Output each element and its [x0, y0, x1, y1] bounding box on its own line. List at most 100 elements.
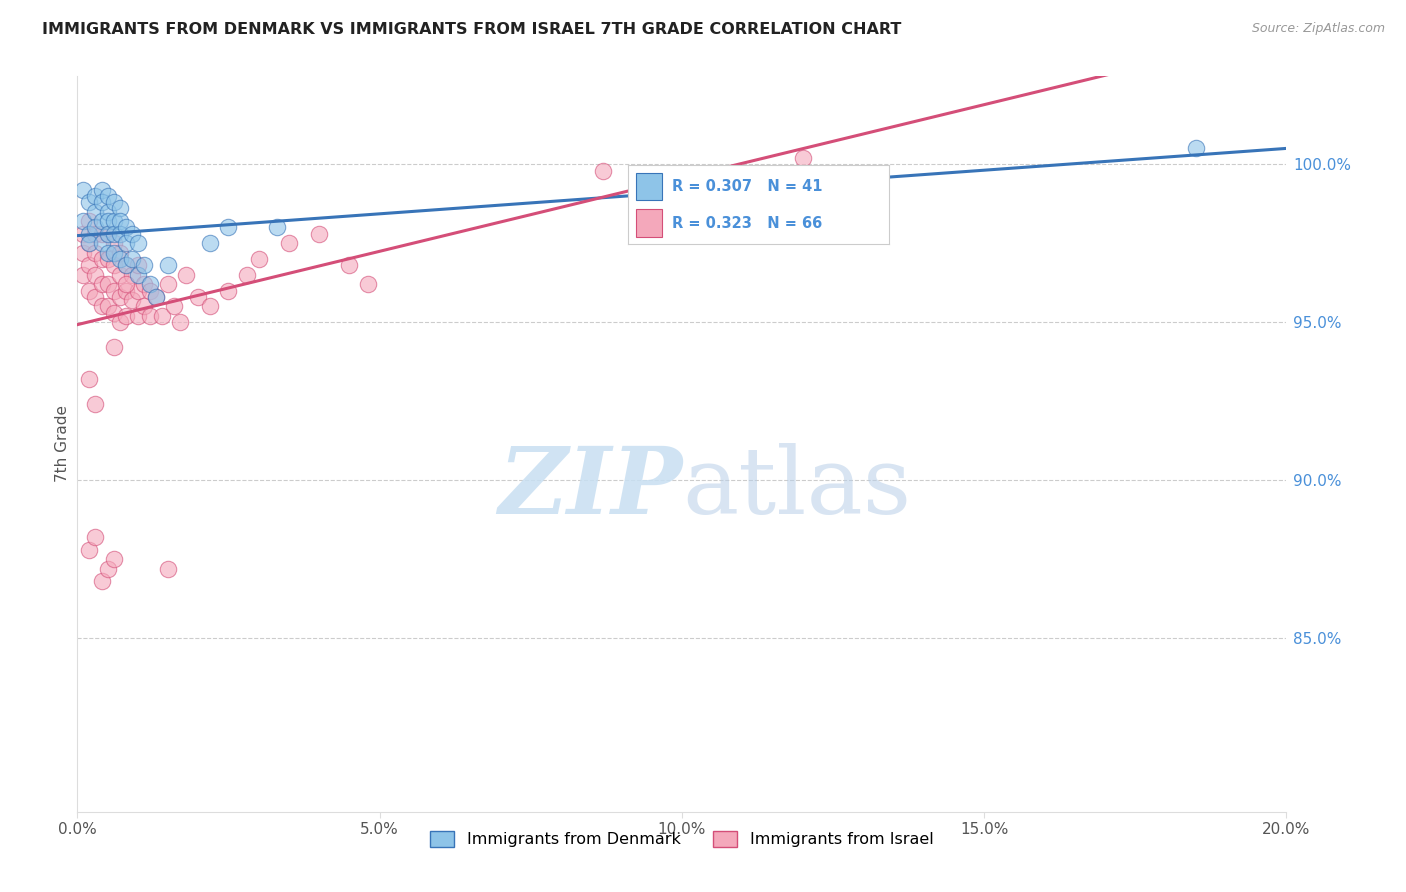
Point — [114, 258, 136, 272]
FancyBboxPatch shape — [636, 172, 662, 200]
Y-axis label: 7th Grade: 7th Grade — [55, 405, 70, 483]
Point — [114, 284, 136, 298]
Point — [72, 268, 94, 282]
Point — [121, 293, 143, 307]
Point — [235, 268, 257, 282]
Text: IMMIGRANTS FROM DENMARK VS IMMIGRANTS FROM ISRAEL 7TH GRADE CORRELATION CHART: IMMIGRANTS FROM DENMARK VS IMMIGRANTS FR… — [42, 22, 901, 37]
Point — [79, 236, 101, 251]
Point — [84, 268, 107, 282]
Point — [103, 236, 125, 251]
Point — [84, 227, 107, 241]
Point — [121, 227, 143, 241]
Point — [308, 227, 330, 241]
Point — [84, 220, 107, 235]
Point — [90, 277, 112, 292]
Point — [169, 315, 191, 329]
Point — [79, 236, 101, 251]
Point — [84, 189, 107, 203]
Point — [157, 258, 180, 272]
Point — [96, 252, 118, 266]
Text: R = 0.323   N = 66: R = 0.323 N = 66 — [672, 216, 823, 230]
Point — [79, 372, 101, 386]
Point — [79, 284, 101, 298]
Point — [103, 284, 125, 298]
Point — [145, 290, 167, 304]
Point — [145, 290, 167, 304]
Legend: Immigrants from Denmark, Immigrants from Israel: Immigrants from Denmark, Immigrants from… — [422, 822, 942, 855]
Point — [96, 214, 118, 228]
Point — [114, 220, 136, 235]
Point — [103, 214, 125, 228]
Point — [96, 245, 118, 260]
Point — [114, 309, 136, 323]
Point — [103, 258, 125, 272]
Point — [79, 227, 101, 241]
Point — [174, 268, 197, 282]
Point — [592, 163, 614, 178]
Text: Source: ZipAtlas.com: Source: ZipAtlas.com — [1251, 22, 1385, 36]
Point — [218, 220, 240, 235]
Point — [103, 227, 125, 241]
Point — [139, 284, 162, 298]
Point — [187, 290, 209, 304]
Text: ZIP: ZIP — [498, 443, 682, 533]
Point — [96, 277, 118, 292]
Point — [96, 561, 118, 575]
Point — [792, 151, 814, 165]
Point — [103, 341, 125, 355]
Point — [157, 561, 180, 575]
Point — [90, 252, 112, 266]
Point — [200, 236, 222, 251]
Point — [150, 309, 173, 323]
Point — [247, 252, 270, 266]
Point — [103, 552, 125, 566]
Point — [132, 258, 155, 272]
Point — [79, 542, 101, 557]
Text: R = 0.307   N = 41: R = 0.307 N = 41 — [672, 179, 823, 194]
Point — [84, 397, 107, 411]
Point — [121, 252, 143, 266]
Point — [96, 227, 118, 241]
Point — [108, 315, 131, 329]
Point — [84, 530, 107, 544]
Point — [108, 214, 131, 228]
Point — [139, 277, 162, 292]
Point — [108, 290, 131, 304]
Point — [108, 202, 131, 216]
Point — [114, 258, 136, 272]
Point — [127, 236, 149, 251]
Point — [96, 204, 118, 219]
Point — [278, 236, 301, 251]
Point — [356, 277, 378, 292]
Point — [84, 245, 107, 260]
Point — [132, 299, 155, 313]
Point — [90, 182, 112, 196]
Point — [127, 268, 149, 282]
Point — [157, 277, 180, 292]
Point — [96, 189, 118, 203]
Point — [84, 290, 107, 304]
Point — [84, 204, 107, 219]
Point — [108, 268, 131, 282]
Text: atlas: atlas — [682, 443, 911, 533]
Point — [103, 195, 125, 210]
Point — [108, 245, 131, 260]
Point — [108, 252, 131, 266]
Point — [72, 227, 94, 241]
Point — [90, 299, 112, 313]
Point — [90, 227, 112, 241]
Point — [641, 167, 664, 181]
Point — [132, 277, 155, 292]
Point — [114, 236, 136, 251]
Point — [200, 299, 222, 313]
Point — [337, 258, 360, 272]
Point — [96, 227, 118, 241]
Point — [127, 284, 149, 298]
Point — [1184, 141, 1206, 155]
Point — [96, 299, 118, 313]
Point — [90, 574, 112, 589]
Point — [103, 245, 125, 260]
Point — [90, 214, 112, 228]
Point — [163, 299, 186, 313]
Point — [90, 195, 112, 210]
